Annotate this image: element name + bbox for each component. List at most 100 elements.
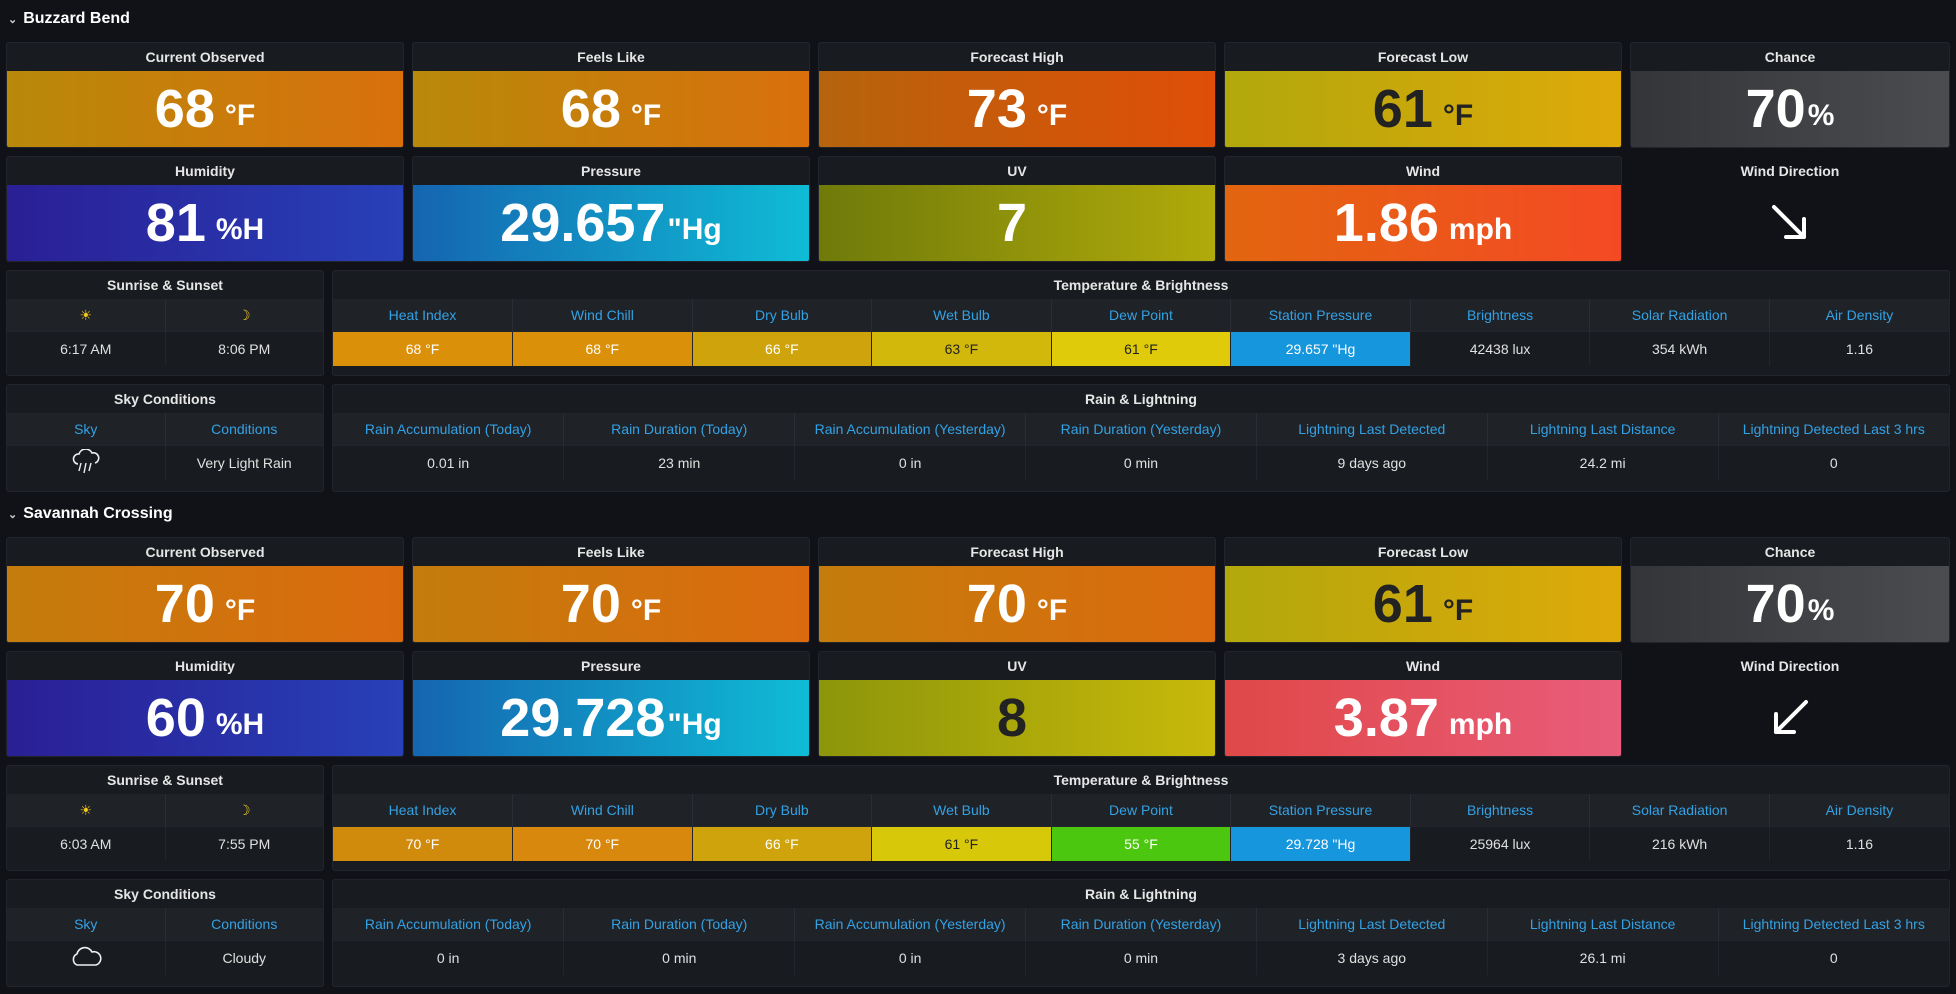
column-header-rain-accum-yesterday[interactable]: Rain Accumulation (Yesterday) bbox=[794, 908, 1027, 941]
moon-icon[interactable]: ☽ bbox=[165, 299, 323, 332]
stat-value-box: 81 %H bbox=[7, 185, 403, 261]
column-header-lightning-last-detected[interactable]: Lightning Last Detected bbox=[1256, 908, 1488, 941]
column-header-solar-radiation[interactable]: Solar Radiation bbox=[1589, 794, 1770, 827]
column-header-wind-chill[interactable]: Wind Chill bbox=[512, 794, 693, 827]
chevron-down-icon: ⌄ bbox=[8, 508, 18, 521]
column-header-brightness[interactable]: Brightness bbox=[1410, 794, 1591, 827]
stat-value-box: 29.657 "Hg bbox=[413, 185, 809, 261]
sun-icon[interactable]: ☀ bbox=[7, 794, 166, 827]
panel-title: Pressure bbox=[581, 163, 641, 179]
column-header-dry-bulb[interactable]: Dry Bulb bbox=[692, 299, 873, 332]
stat-value: 70 bbox=[1745, 574, 1806, 634]
column-header-lightning-last-detected[interactable]: Lightning Last Detected bbox=[1256, 413, 1488, 446]
column-header-wind-chill[interactable]: Wind Chill bbox=[512, 299, 693, 332]
sun-icon[interactable]: ☀ bbox=[7, 299, 166, 332]
rain-cloud-icon bbox=[72, 447, 100, 473]
column-header-station-pressure[interactable]: Station Pressure bbox=[1230, 794, 1411, 827]
stat-unit: %H bbox=[215, 213, 265, 246]
stat-value-box: 73 °F bbox=[819, 71, 1215, 147]
panel-title: Wind Direction bbox=[1740, 658, 1840, 674]
panel-wind-direction: Wind Direction bbox=[1630, 651, 1950, 757]
column-header-heat-index[interactable]: Heat Index bbox=[333, 299, 514, 332]
column-header-sky[interactable]: Sky bbox=[7, 413, 166, 446]
panel-title: Current Observed bbox=[145, 544, 265, 560]
panel-title: Chance bbox=[1764, 544, 1816, 560]
panel-sunrise-sunset: Sunrise & Sunset ☀ ☽ 6:17 AM 8:06 PM bbox=[6, 270, 324, 376]
column-header-rain-accum-today[interactable]: Rain Accumulation (Today) bbox=[333, 413, 565, 446]
column-header-rain-duration-today[interactable]: Rain Duration (Today) bbox=[563, 908, 796, 941]
column-header-sky[interactable]: Sky bbox=[7, 908, 166, 941]
cell-rain-duration-today: 0 min bbox=[563, 940, 796, 975]
column-header-rain-duration-yesterday[interactable]: Rain Duration (Yesterday) bbox=[1025, 908, 1257, 941]
cell-brightness: 25964 lux bbox=[1410, 826, 1591, 861]
column-header-heat-index[interactable]: Heat Index bbox=[333, 794, 514, 827]
cell-wind-chill: 68 °F bbox=[512, 331, 693, 366]
panel-feels-like: Feels Like 70 °F bbox=[412, 537, 810, 643]
stat-unit: °F bbox=[1036, 594, 1068, 627]
row-title-text: Buzzard Bend bbox=[23, 10, 130, 27]
stat-value-box: 70 °F bbox=[819, 566, 1215, 642]
column-header-rain-accum-today[interactable]: Rain Accumulation (Today) bbox=[333, 908, 565, 941]
cell-solar-radiation: 354 kWh bbox=[1589, 331, 1770, 366]
stat-unit: % bbox=[1807, 594, 1835, 627]
column-header-lightning-last-distance[interactable]: Lightning Last Distance bbox=[1487, 413, 1719, 446]
column-header-wet-bulb[interactable]: Wet Bulb bbox=[871, 299, 1052, 332]
condition-value: Cloudy bbox=[165, 940, 323, 975]
stat-value: 70 bbox=[560, 574, 621, 634]
panel-uv: UV 7 bbox=[818, 156, 1216, 262]
panel-pressure: Pressure 29.728 "Hg bbox=[412, 651, 810, 757]
cell-solar-radiation: 216 kWh bbox=[1589, 826, 1770, 861]
cell-wet-bulb: 61 °F bbox=[871, 826, 1052, 861]
column-header-station-pressure[interactable]: Station Pressure bbox=[1230, 299, 1411, 332]
column-header-lightning-last-3hrs[interactable]: Lightning Detected Last 3 hrs bbox=[1718, 908, 1949, 941]
column-header-dew-point[interactable]: Dew Point bbox=[1051, 794, 1232, 827]
row-header-buzzard-bend[interactable]: ⌄ Buzzard Bend bbox=[8, 8, 130, 30]
panel-title: Feels Like bbox=[577, 544, 645, 560]
stat-value-box: 60 %H bbox=[7, 680, 403, 756]
stat-unit: % bbox=[1807, 99, 1835, 132]
cell-air-density: 1.16 bbox=[1769, 331, 1949, 366]
condition-value: Very Light Rain bbox=[165, 445, 323, 480]
column-header-conditions[interactable]: Conditions bbox=[165, 413, 323, 446]
column-header-lightning-last-3hrs[interactable]: Lightning Detected Last 3 hrs bbox=[1718, 413, 1949, 446]
stat-value-box: 68 °F bbox=[413, 71, 809, 147]
column-header-lightning-last-distance[interactable]: Lightning Last Distance bbox=[1487, 908, 1719, 941]
panel-feels-like: Feels Like 68 °F bbox=[412, 42, 810, 148]
panel-title: Sky Conditions bbox=[114, 886, 216, 902]
stat-unit: °F bbox=[1442, 594, 1474, 627]
stat-unit: °F bbox=[1442, 99, 1474, 132]
stat-value-box: 68 °F bbox=[7, 71, 403, 147]
stat-unit: °F bbox=[630, 594, 662, 627]
column-header-dew-point[interactable]: Dew Point bbox=[1051, 299, 1232, 332]
panel-temperature-brightness: Temperature & Brightness Heat Index Wind… bbox=[332, 270, 1950, 376]
cell-lightning-last-3hrs: 0 bbox=[1718, 940, 1949, 975]
stat-unit: %H bbox=[215, 708, 265, 741]
sunset-time: 7:55 PM bbox=[165, 826, 323, 861]
stat-value: 7 bbox=[996, 193, 1028, 253]
column-header-dry-bulb[interactable]: Dry Bulb bbox=[692, 794, 873, 827]
column-header-rain-duration-yesterday[interactable]: Rain Duration (Yesterday) bbox=[1025, 413, 1257, 446]
column-header-air-density[interactable]: Air Density bbox=[1769, 299, 1949, 332]
stat-unit: "Hg bbox=[667, 708, 722, 741]
cell-lightning-last-detected: 3 days ago bbox=[1256, 940, 1488, 975]
row-header-savannah-crossing[interactable]: ⌄ Savannah Crossing bbox=[8, 503, 173, 525]
panel-title: UV bbox=[1007, 163, 1027, 179]
panel-wind: Wind 1.86 mph bbox=[1224, 156, 1622, 262]
column-header-air-density[interactable]: Air Density bbox=[1769, 794, 1949, 827]
column-header-conditions[interactable]: Conditions bbox=[165, 908, 323, 941]
cell-lightning-last-distance: 26.1 mi bbox=[1487, 940, 1719, 975]
column-header-rain-accum-yesterday[interactable]: Rain Accumulation (Yesterday) bbox=[794, 413, 1027, 446]
stat-value: 61 bbox=[1372, 79, 1433, 139]
stat-value: 1.86 bbox=[1333, 193, 1439, 253]
panel-humidity: Humidity 60 %H bbox=[6, 651, 404, 757]
stat-value-box: 61 °F bbox=[1225, 566, 1621, 642]
temperature-table: Heat Index Wind Chill Dry Bulb Wet Bulb … bbox=[333, 794, 1949, 861]
stat-unit: °F bbox=[1036, 99, 1068, 132]
rain-table: Rain Accumulation (Today) Rain Duration … bbox=[333, 908, 1949, 975]
column-header-wet-bulb[interactable]: Wet Bulb bbox=[871, 794, 1052, 827]
column-header-rain-duration-today[interactable]: Rain Duration (Today) bbox=[563, 413, 796, 446]
column-header-brightness[interactable]: Brightness bbox=[1410, 299, 1591, 332]
moon-icon[interactable]: ☽ bbox=[165, 794, 323, 827]
column-header-solar-radiation[interactable]: Solar Radiation bbox=[1589, 299, 1770, 332]
panel-chance: Chance 70% bbox=[1630, 42, 1950, 148]
